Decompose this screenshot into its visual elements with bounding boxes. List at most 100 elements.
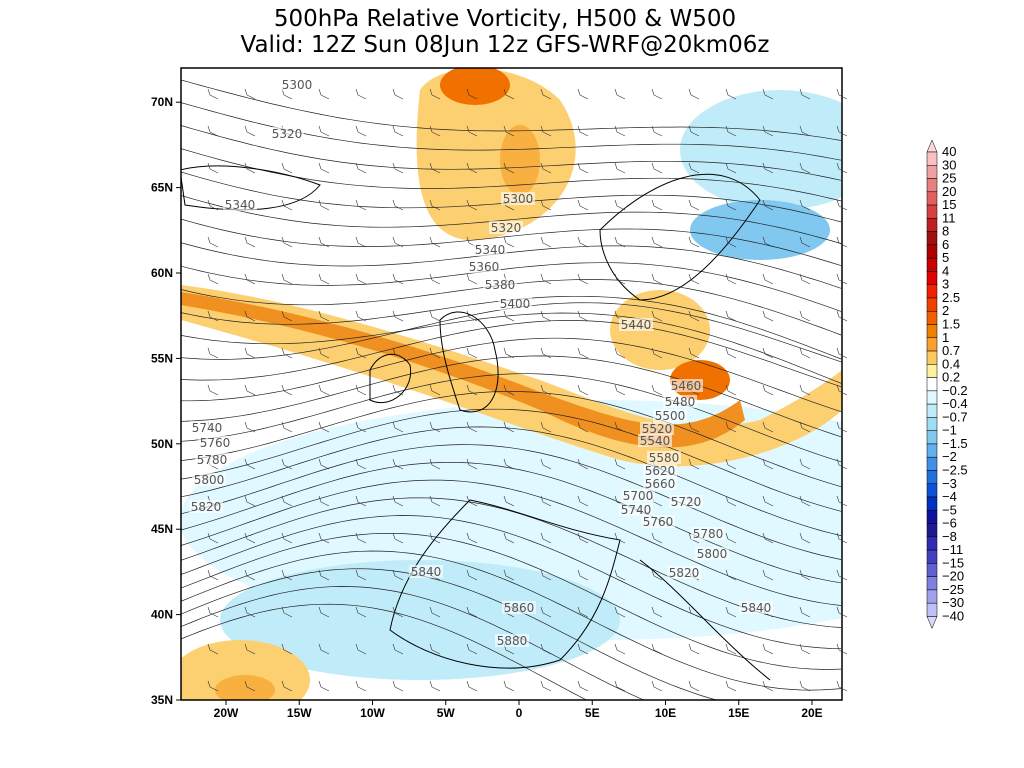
colorbar-bin xyxy=(926,310,938,325)
height-contour xyxy=(181,218,842,266)
wind-barb xyxy=(577,384,589,396)
contour-label: 5380 xyxy=(485,278,516,292)
wind-barb xyxy=(466,458,478,470)
wind-barb xyxy=(207,310,219,322)
wind-barb xyxy=(355,458,367,470)
wind-barb xyxy=(836,162,848,174)
wind-barb xyxy=(466,643,478,655)
wind-barb xyxy=(799,643,811,655)
wind-barb xyxy=(355,199,367,211)
colorbar-bin xyxy=(926,563,938,577)
colorbar-bin xyxy=(926,178,938,193)
wind-barb xyxy=(836,643,848,655)
colorbar-label: 2 xyxy=(942,303,949,318)
wind-barb xyxy=(207,199,219,211)
height-contour xyxy=(181,195,842,244)
contour-label: 5520 xyxy=(642,422,673,436)
wind-barb xyxy=(429,273,441,285)
wind-barb xyxy=(429,347,441,359)
wind-barb xyxy=(540,495,552,507)
wind-barb xyxy=(392,236,404,248)
wind-barb xyxy=(392,458,404,470)
contour-label: 5820 xyxy=(191,500,222,514)
contour-label-bg xyxy=(739,601,773,614)
wind-barb xyxy=(392,162,404,174)
wind-barb xyxy=(651,199,663,211)
wind-barb xyxy=(429,532,441,544)
wind-barb xyxy=(244,347,256,359)
colorbar-label: −0.2 xyxy=(942,383,968,398)
wind-barb xyxy=(540,199,552,211)
contour-label: 5480 xyxy=(665,395,696,409)
wind-barb xyxy=(392,680,404,692)
colorbar-bin xyxy=(926,337,938,352)
wind-barb xyxy=(540,88,552,100)
colorbar-label: 5 xyxy=(942,250,949,265)
wind-barb xyxy=(836,199,848,211)
height-contour xyxy=(181,337,842,413)
colorbar-label: −11 xyxy=(942,542,963,557)
colorbar-label: −2.5 xyxy=(942,462,968,477)
wind-barb xyxy=(651,273,663,285)
wind-barb xyxy=(207,606,219,618)
wind-barb xyxy=(355,680,367,692)
wind-barb xyxy=(799,458,811,470)
wind-barb xyxy=(244,495,256,507)
title-line: 500hPa Relative Vorticity, H500 & W500 xyxy=(274,6,736,32)
wind-barb xyxy=(244,236,256,248)
colorbar-label: 1 xyxy=(942,330,949,345)
colorbar-bin xyxy=(926,297,938,312)
wind-barb xyxy=(540,384,552,396)
wind-barb xyxy=(688,125,700,137)
contour-label: 5320 xyxy=(272,127,303,141)
wind-barb xyxy=(577,495,589,507)
lat-label: 70N xyxy=(151,95,173,109)
lon-label: 10E xyxy=(655,706,676,720)
wind-barb xyxy=(651,569,663,581)
colorbar-bin xyxy=(926,377,938,392)
colorbar-label: −15 xyxy=(942,555,964,570)
wind-barb xyxy=(429,384,441,396)
wind-barb xyxy=(281,347,293,359)
colorbar-bin xyxy=(926,257,938,272)
wind-barb xyxy=(688,162,700,174)
wind-barb xyxy=(540,532,552,544)
wind-barb xyxy=(614,88,626,100)
colorbar-label: −0.7 xyxy=(942,409,968,424)
height-contour xyxy=(181,79,842,141)
contour-label: 5320 xyxy=(491,221,522,235)
lat-label: 35N xyxy=(151,693,173,707)
wind-barb xyxy=(614,532,626,544)
lon-label: 20E xyxy=(801,706,822,720)
height-contour xyxy=(181,426,842,536)
height-contour xyxy=(181,320,842,388)
wind-barb xyxy=(688,643,700,655)
wind-barb xyxy=(503,495,515,507)
wind-barb xyxy=(318,421,330,433)
wind-barb xyxy=(392,643,404,655)
contour-label-bg xyxy=(192,473,226,486)
wind-barb xyxy=(614,199,626,211)
wind-barb xyxy=(836,421,848,433)
wind-barb xyxy=(836,347,848,359)
wind-barb xyxy=(355,162,367,174)
wind-barb xyxy=(577,458,589,470)
contour-label-bg xyxy=(498,297,532,310)
wind-barb xyxy=(799,569,811,581)
colorbar-label: −0.4 xyxy=(942,396,968,411)
lat-label: 50N xyxy=(151,437,173,451)
colorbar-label: 0.2 xyxy=(942,370,960,385)
contour-label-bg xyxy=(195,453,229,466)
wind-barb xyxy=(281,569,293,581)
wind-barb xyxy=(355,236,367,248)
colorbar-bin xyxy=(926,510,938,524)
wind-barb xyxy=(392,384,404,396)
wind-barb xyxy=(799,88,811,100)
wind-barb xyxy=(281,458,293,470)
wind-barb xyxy=(318,273,330,285)
wind-barb xyxy=(429,310,441,322)
wind-barb xyxy=(799,384,811,396)
wind-barb xyxy=(725,88,737,100)
colorbar-bin xyxy=(926,456,938,471)
contour-label: 5620 xyxy=(645,464,676,478)
